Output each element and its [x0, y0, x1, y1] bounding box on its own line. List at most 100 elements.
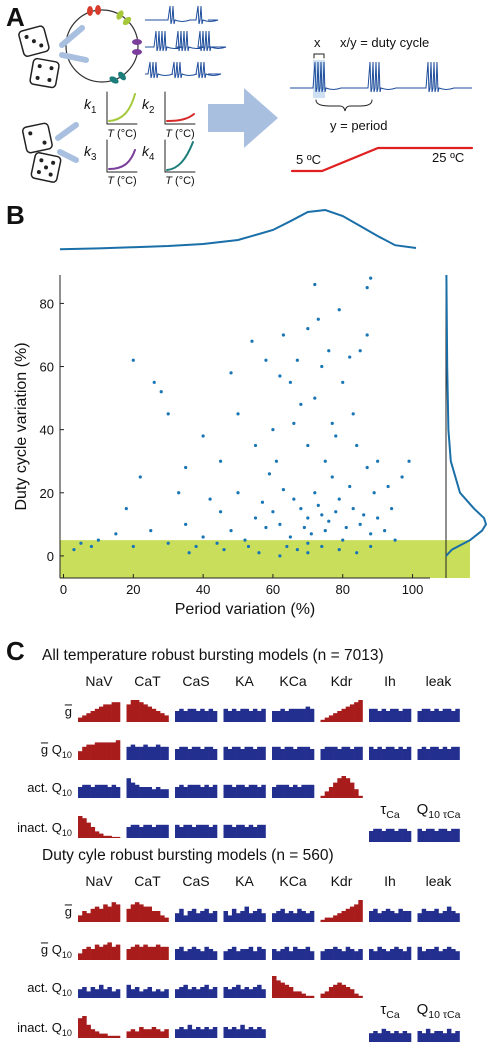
point	[306, 516, 310, 520]
hist-bar	[421, 951, 427, 960]
x-tick-label: 80	[336, 582, 350, 597]
hist-bar	[175, 989, 180, 998]
hist-bar	[345, 778, 351, 798]
hist-bar	[248, 989, 254, 998]
hist-bar	[402, 951, 408, 960]
hist-bar	[261, 824, 266, 838]
hist-bar	[139, 904, 144, 922]
hist-bar	[309, 911, 315, 922]
hist-bar	[272, 976, 277, 998]
hist-bar	[212, 951, 218, 960]
x-tick-label: 100	[402, 582, 424, 597]
hist-bar	[280, 749, 285, 760]
hist-bar	[455, 828, 460, 842]
point	[166, 412, 170, 416]
x-tick-label: 20	[126, 582, 140, 597]
highlight-band	[60, 540, 470, 578]
point	[149, 529, 153, 533]
hist-bar	[160, 824, 165, 838]
point	[337, 497, 341, 501]
point	[306, 327, 310, 331]
hist-bar	[204, 824, 209, 838]
hist-bar	[381, 949, 387, 960]
hist-bar	[82, 1016, 87, 1038]
hist-bar	[373, 951, 378, 960]
point	[292, 497, 296, 501]
hist-bar	[240, 749, 245, 760]
hist-bar	[86, 1024, 91, 1038]
hist-bar	[324, 991, 330, 998]
point	[124, 506, 128, 511]
hist-bar	[99, 833, 104, 838]
point	[365, 286, 369, 290]
label-part: k	[84, 96, 92, 112]
hist-bar	[337, 778, 342, 798]
hist-bar	[175, 949, 180, 960]
panel-label: A	[6, 2, 25, 32]
point	[306, 541, 310, 545]
hist-bar	[358, 795, 363, 798]
hist-bar	[204, 784, 209, 798]
point	[320, 364, 324, 369]
hist-bar	[196, 989, 201, 998]
hist-bar	[354, 993, 359, 998]
hist-bar	[175, 787, 180, 798]
label-part: 1	[91, 105, 96, 116]
column-header: CaT	[134, 673, 161, 689]
hist-bar	[288, 787, 294, 798]
hist-bar	[381, 831, 387, 842]
hist-bar	[425, 749, 431, 760]
y-axis-label: Duty cycle variation (%)	[13, 342, 30, 510]
hist-bar	[208, 746, 214, 760]
hist-bar	[349, 749, 355, 760]
hist-bar	[130, 946, 136, 960]
hist-bar	[94, 831, 100, 838]
hist-bar	[349, 949, 355, 960]
hist-bar	[248, 746, 254, 760]
hist-bar	[134, 1031, 140, 1038]
hist-bar	[324, 746, 330, 760]
label-part: 10	[62, 950, 72, 960]
hist-bar	[248, 913, 254, 922]
hist-bar	[143, 704, 148, 722]
hist-bar	[434, 708, 439, 722]
hist-bar	[147, 946, 152, 960]
hist-bar	[406, 708, 412, 722]
die	[18, 25, 50, 57]
hist-bar	[248, 784, 254, 798]
hist-bar	[200, 911, 205, 922]
label-part: 2	[149, 105, 154, 116]
hist-bar	[200, 951, 205, 960]
hist-bar	[328, 917, 334, 922]
hist-bar	[204, 711, 209, 722]
hist-bar	[417, 711, 422, 722]
hist-bar	[183, 711, 188, 722]
hist-bar	[160, 1031, 165, 1038]
hist-bar	[196, 949, 201, 960]
hist-bar	[94, 742, 100, 760]
hist-bar	[421, 746, 427, 760]
duty-label: x/y = duty cycle	[340, 35, 429, 50]
hist-bar	[406, 746, 412, 760]
hist-bar	[244, 708, 249, 722]
hist-bar	[390, 911, 395, 922]
hist-bar	[164, 1029, 169, 1038]
hist-bar	[94, 784, 100, 798]
hist-bar	[94, 989, 100, 998]
hist-bar	[385, 908, 391, 922]
point	[281, 333, 285, 337]
hist-bar	[301, 993, 306, 998]
hist-bar	[328, 949, 334, 960]
hist-bar	[341, 708, 346, 722]
hist-bar	[406, 1033, 412, 1042]
hist-bar	[151, 991, 157, 998]
hist-bar	[78, 787, 83, 798]
hist-bar	[272, 913, 277, 922]
label-part: Ca	[386, 809, 400, 821]
hist-bar	[78, 1018, 83, 1038]
hist-bar	[280, 784, 285, 798]
hist-bar	[223, 784, 228, 798]
hist-bar	[358, 900, 363, 922]
hist-bar	[82, 746, 87, 760]
point	[187, 551, 191, 555]
